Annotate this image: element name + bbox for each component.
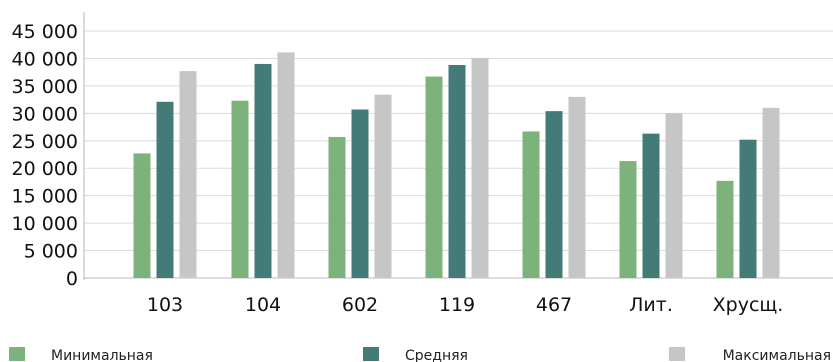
bar-103-Минимальная (133, 153, 151, 278)
legend-label: Максимальная (723, 348, 831, 362)
y-tick-label: 0 (66, 268, 78, 290)
x-tick-label: 467 (536, 294, 572, 316)
bar-Лит.-Максимальная (665, 113, 683, 278)
bar-467-Максимальная (568, 96, 586, 278)
bar-Хрусщ.-Минимальная (716, 180, 734, 278)
bar-467-Средняя (545, 111, 563, 278)
legend-label: Минимальная (51, 348, 153, 362)
legend-label: Средняя (405, 348, 468, 362)
bar-Хрусщ.-Максимальная (762, 107, 780, 278)
legend: Минимальная Средняя Максимальная (9, 347, 831, 362)
bar-104-Максимальная (277, 52, 295, 279)
bar-602-Средняя (351, 109, 369, 278)
x-tick-label: 602 (342, 294, 378, 316)
legend-swatch (9, 347, 25, 361)
bar-119-Средняя (448, 65, 466, 278)
y-axis-ticks: 0 5 000 10 000 15 000 20 000 25 000 30 000 35 0… (12, 21, 78, 290)
x-tick-label: 104 (245, 294, 281, 316)
bar-602-Минимальная (328, 136, 346, 278)
bar-Лит.-Минимальная (619, 161, 637, 278)
bar-104-Минимальная (231, 100, 249, 278)
x-axis-ticks: 103 104 602 119 467 Лит. Хрусщ. (147, 294, 783, 316)
y-tick-label: 10 000 (12, 213, 78, 235)
x-tick-label: Лит. (629, 294, 673, 316)
bar-103-Максимальная (179, 71, 197, 279)
legend-swatch (669, 347, 685, 361)
y-tick-label: 30 000 (12, 103, 78, 125)
y-tick-label: 45 000 (12, 21, 78, 43)
bar-Хрусщ.-Средняя (739, 139, 757, 278)
y-tick-label: 5 000 (24, 241, 78, 263)
y-tick-label: 20 000 (12, 158, 78, 180)
bars (133, 52, 780, 279)
bar-103-Средняя (156, 101, 174, 278)
bar-467-Минимальная (522, 131, 540, 278)
bar-119-Минимальная (425, 76, 443, 279)
y-tick-label: 40 000 (12, 48, 78, 70)
y-tick-label: 25 000 (12, 131, 78, 153)
x-tick-label: Хрусщ. (713, 294, 784, 316)
y-tick-label: 35 000 (12, 76, 78, 98)
bar-119-Максимальная (471, 57, 489, 279)
x-tick-label: 119 (439, 294, 475, 316)
legend-swatch (363, 347, 379, 361)
x-tick-label: 103 (147, 294, 183, 316)
y-tick-label: 15 000 (12, 186, 78, 208)
bar-602-Максимальная (374, 94, 392, 278)
bar-Лит.-Средняя (642, 133, 660, 278)
bar-104-Средняя (254, 63, 272, 278)
